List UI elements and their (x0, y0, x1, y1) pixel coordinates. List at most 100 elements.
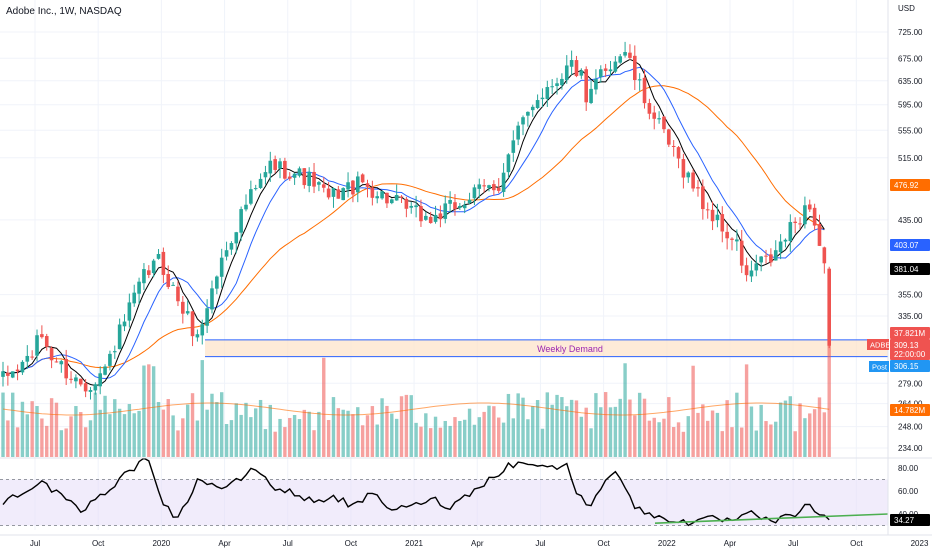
candle (671, 145, 676, 147)
post-price-badge: 306.15 (890, 360, 930, 372)
candle (550, 86, 554, 88)
rsi-tick-label: 80.00 (898, 464, 919, 473)
candle (744, 265, 749, 276)
candle (380, 191, 384, 199)
candle (769, 254, 773, 263)
candle (331, 188, 336, 197)
candle (584, 69, 588, 103)
volume-bar (555, 394, 559, 457)
volume-bar (98, 409, 102, 457)
volume-badge: 37.821M (890, 327, 930, 339)
volume-bar (390, 413, 394, 457)
candle (569, 60, 574, 67)
volume-bar (244, 402, 248, 457)
candle (603, 68, 608, 71)
volume-bar (263, 429, 268, 457)
volume-bar (637, 392, 642, 457)
price-axis: USD 725.00 675.00 635.00 595.00 555.00 515.00 4… (898, 4, 923, 519)
volume-bar (54, 402, 59, 457)
volume-bar (783, 400, 788, 457)
volume-bar (249, 417, 253, 457)
candle (176, 286, 180, 302)
volume-bar (399, 396, 404, 457)
vol-ma-badge: 14.782M (890, 404, 930, 416)
rsi-band (0, 479, 888, 526)
volume-bar (492, 406, 496, 457)
volume-bar (623, 363, 627, 457)
volume-bar (516, 393, 520, 457)
candle (676, 147, 681, 159)
candle (15, 369, 20, 372)
candle (253, 188, 258, 190)
candle (667, 129, 671, 145)
volume-bar (229, 420, 234, 457)
candle (234, 232, 239, 244)
candle (215, 276, 219, 289)
candle (778, 241, 783, 253)
volume-bar (142, 365, 146, 457)
volume-bar (307, 411, 311, 457)
volume-bar (88, 420, 93, 457)
candle (428, 216, 433, 224)
volume-bar (185, 404, 190, 457)
volume-bar (725, 400, 729, 457)
volume-bar (817, 397, 822, 457)
candle (64, 359, 68, 379)
candle (696, 187, 700, 189)
volume-bar (599, 407, 603, 457)
volume-bar (171, 415, 175, 457)
volume-bar (458, 420, 462, 457)
candle (156, 254, 161, 259)
volume-bar (740, 427, 744, 457)
volume-bar (1, 392, 5, 457)
volume-bar (706, 420, 710, 457)
candle (773, 250, 778, 261)
post-label-text: Post (872, 363, 888, 372)
volume-bar (574, 400, 579, 457)
volume-bar (20, 401, 25, 457)
symbol-label: ADBE (867, 339, 890, 350)
candle (739, 240, 744, 266)
candle (579, 70, 584, 76)
volume-bar (618, 398, 622, 457)
volume-bar (735, 392, 739, 457)
candle (258, 178, 263, 188)
price-tick-label: 248.00 (898, 423, 923, 432)
candle (244, 204, 248, 210)
candle (788, 222, 793, 242)
volume-bar (132, 413, 136, 457)
candle (730, 238, 734, 240)
volume-bar (200, 360, 204, 457)
volume-bar (156, 402, 161, 457)
candle (564, 65, 569, 81)
candle (462, 204, 467, 209)
volume-bar (79, 412, 83, 457)
candle (142, 269, 146, 284)
rsi-tick-label: 60.00 (898, 487, 919, 496)
volume-bar (501, 422, 506, 457)
candle (292, 173, 297, 178)
candle (268, 160, 273, 174)
price-tick-label: 435.00 (898, 216, 923, 225)
candle (628, 52, 632, 58)
candle (297, 168, 302, 176)
candle (20, 361, 25, 373)
volume-bar (45, 425, 49, 457)
volume-bar (594, 393, 598, 457)
volume-bar (550, 404, 554, 457)
post-price-badge-text: 306.15 (894, 362, 919, 371)
candle (419, 206, 423, 222)
candle (112, 351, 117, 353)
volume-bar (181, 418, 185, 457)
rsi-trendline (654, 513, 889, 524)
volume-bar (137, 410, 141, 457)
volume-bar (210, 393, 214, 457)
candle (283, 160, 287, 179)
volume-bar (531, 406, 535, 457)
candle (78, 378, 83, 385)
candle (326, 188, 331, 198)
candle (458, 205, 462, 208)
candle (103, 366, 107, 375)
